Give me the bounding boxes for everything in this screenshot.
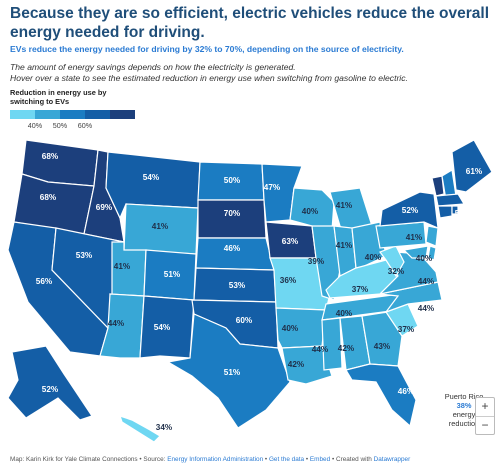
state-label-tx: 51% (224, 368, 241, 377)
chart-subtitle: EVs reduce the energy needed for driving… (10, 44, 404, 54)
state-label-ak: 52% (42, 385, 59, 394)
state-label-hi: 34% (156, 423, 173, 432)
state-hi[interactable] (119, 415, 161, 443)
state-ak[interactable] (7, 345, 93, 421)
legend-tick-40: 40% (27, 121, 43, 130)
state-label-tn: 40% (336, 309, 353, 318)
state-label-ia: 63% (282, 237, 299, 246)
datawrapper-link[interactable]: Datawrapper (373, 456, 411, 463)
state-vt[interactable] (431, 175, 445, 197)
state-label-ks: 53% (229, 281, 246, 290)
state-label-ny: 52% (402, 206, 419, 215)
state-label-ut: 41% (114, 262, 131, 271)
state-label-wi: 40% (302, 207, 319, 216)
description-line-2: Hover over a state to see the estimated … (10, 73, 408, 83)
state-label-nd: 50% (224, 176, 241, 185)
state-label-sd: 70% (224, 209, 241, 218)
us-choropleth-map: 68% 68% 56% 69% 53% 54% 41% 41% 44% 51% 54% 50% 70% 4… (7, 139, 493, 443)
legend-swatch-2 (35, 110, 60, 119)
state-label-in: 41% (336, 241, 353, 250)
legend-swatch-3 (60, 110, 85, 119)
state-label-or: 68% (40, 193, 57, 202)
footer-credit: Map: Karin Kirk for Yale Climate Connect… (10, 456, 168, 463)
state-label-ok: 60% (236, 316, 253, 325)
footer-separator: • Created with (330, 456, 374, 463)
state-label-la: 42% (288, 360, 305, 369)
puerto-rico-suffix: energy reduction (448, 410, 480, 428)
state-fl[interactable] (345, 363, 417, 428)
state-label-wa: 68% (42, 152, 59, 161)
state-nm[interactable] (139, 295, 195, 359)
state-me[interactable] (451, 139, 493, 193)
state-md[interactable] (402, 245, 429, 259)
embed-link[interactable]: Embed (309, 456, 331, 463)
state-ma[interactable] (435, 193, 466, 207)
get-data-link[interactable]: Get the data (268, 456, 305, 463)
state-tx[interactable] (166, 313, 291, 429)
legend-title: Reduction in energy use by switching to … (10, 88, 107, 106)
state-label-nh: 50% (455, 209, 472, 218)
state-label-mn: 47% (264, 183, 281, 192)
state-label-sc: 37% (398, 325, 415, 334)
source-link[interactable]: Energy Information Administration (167, 456, 264, 463)
state-de[interactable] (427, 245, 437, 261)
puerto-rico-value: 38% (456, 401, 472, 410)
state-ms[interactable] (321, 317, 343, 371)
state-label-ga: 43% (374, 342, 391, 351)
footer-separator: • (304, 456, 310, 463)
state-label-ky: 37% (352, 285, 369, 294)
description-line-1: The amount of energy savings depends on … (10, 62, 296, 72)
state-ga[interactable] (361, 311, 403, 367)
legend-tick-60: 60% (77, 121, 93, 130)
state-ne[interactable] (195, 237, 275, 271)
legend-tick-50: 50% (52, 121, 68, 130)
footer-credits: Map: Karin Kirk for Yale Climate Connect… (10, 456, 495, 463)
state-label-ms: 44% (312, 345, 329, 354)
state-label-de: 40% (416, 254, 433, 263)
state-label-nc: 44% (418, 304, 435, 313)
state-label-oh: 40% (365, 253, 382, 262)
legend-swatch-5 (110, 110, 135, 119)
legend-swatch-4 (85, 110, 110, 119)
state-nj[interactable] (425, 225, 439, 247)
chart-description: The amount of energy savings depends on … (10, 62, 492, 84)
state-label-fl: 46% (398, 387, 415, 396)
state-label-ne: 46% (224, 244, 241, 253)
state-label-me: 61% (466, 167, 483, 176)
puerto-rico-inset[interactable]: Puerto Rico 38% energy reduction (444, 392, 484, 428)
state-label-nv: 53% (76, 251, 93, 260)
state-ct[interactable] (437, 205, 453, 219)
state-label-mi: 41% (336, 201, 353, 210)
state-label-id: 69% (96, 203, 113, 212)
state-label-ca: 56% (36, 277, 53, 286)
footer-separator: • (263, 456, 269, 463)
state-label-va: 44% (418, 277, 435, 286)
state-sd[interactable] (197, 199, 267, 239)
state-label-mt: 54% (143, 173, 160, 182)
legend-swatch-1 (10, 110, 35, 119)
chart-title: Because they are so efficient, electric … (10, 5, 490, 41)
state-label-wy: 41% (152, 222, 169, 231)
state-label-az: 44% (108, 319, 125, 328)
state-label-vt: 67% (438, 163, 455, 172)
state-label-al: 42% (338, 344, 355, 353)
state-label-co: 51% (164, 270, 181, 279)
state-label-ar: 40% (282, 324, 299, 333)
state-ri[interactable] (451, 205, 459, 215)
state-label-il: 39% (308, 257, 325, 266)
state-label-nm: 54% (154, 323, 171, 332)
state-label-wv: 32% (388, 267, 405, 276)
zoom-in-button[interactable]: + (476, 398, 494, 417)
puerto-rico-name: Puerto Rico (444, 392, 484, 401)
state-la[interactable] (281, 345, 333, 385)
state-label-pa: 41% (406, 233, 423, 242)
zoom-out-button[interactable]: − (481, 418, 489, 432)
state-label-mo: 36% (280, 276, 297, 285)
zoom-controls: + − (475, 397, 495, 435)
